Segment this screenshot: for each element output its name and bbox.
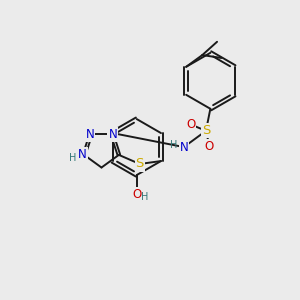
Text: S: S <box>136 158 144 170</box>
Text: H: H <box>69 153 76 164</box>
Text: O: O <box>186 118 195 131</box>
Text: O: O <box>205 140 214 153</box>
Text: S: S <box>202 124 210 137</box>
Text: H: H <box>170 140 178 150</box>
Text: H: H <box>141 192 149 202</box>
Text: N: N <box>108 128 117 141</box>
Text: O: O <box>132 188 141 201</box>
Text: N: N <box>86 128 94 141</box>
Text: N: N <box>179 141 188 154</box>
Text: N: N <box>78 148 87 161</box>
